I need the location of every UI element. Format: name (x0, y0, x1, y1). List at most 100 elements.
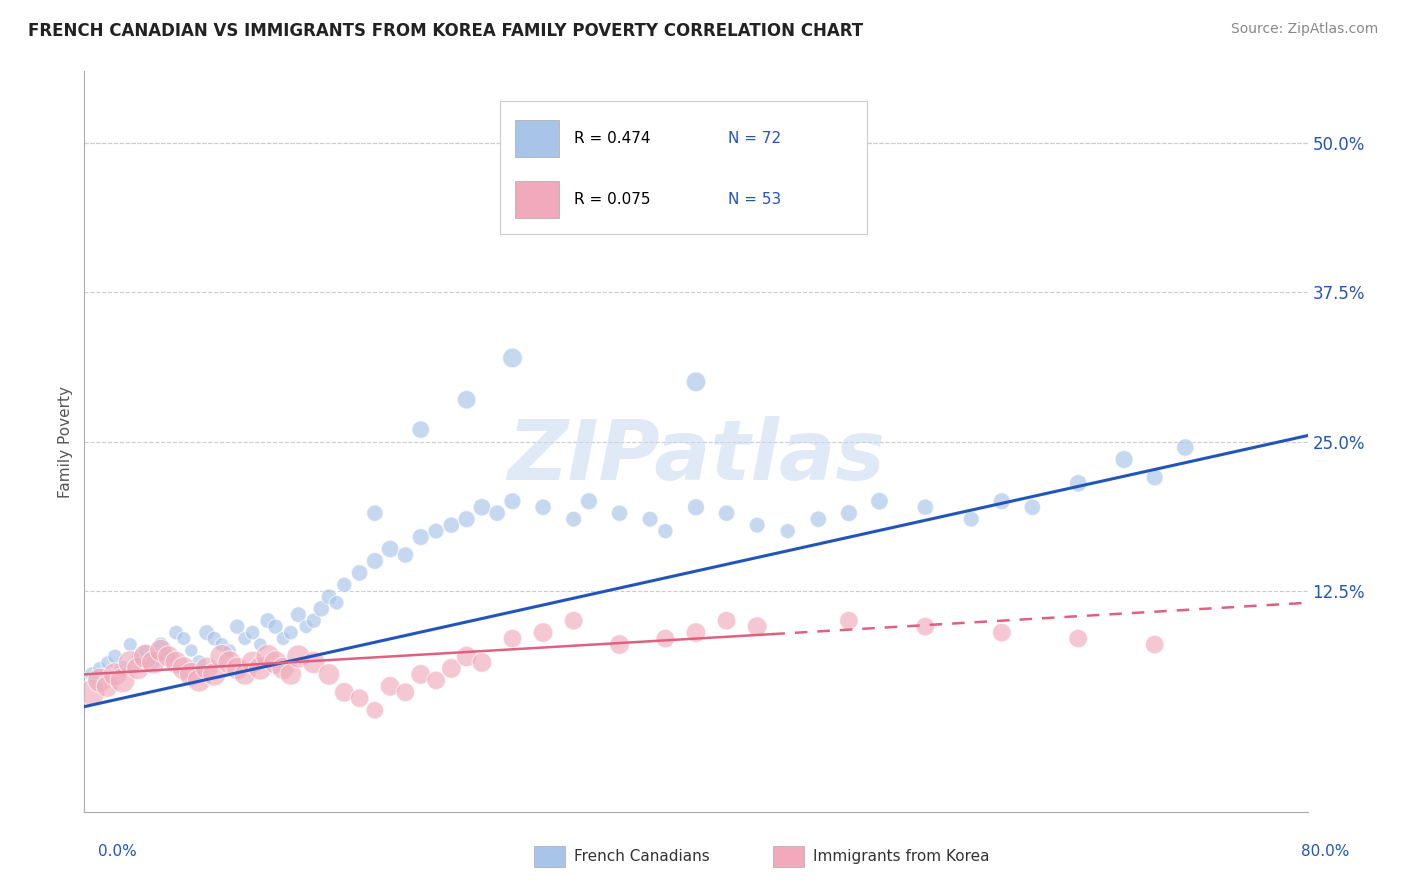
Point (249, 661, 271, 675)
Point (349, 691, 371, 706)
Point (242, 625, 264, 640)
Point (111, 673, 134, 688)
Point (233, 632, 256, 646)
Point (295, 620, 318, 634)
Point (333, 578, 356, 592)
Point (165, 656, 187, 670)
Point (218, 643, 240, 657)
Point (394, 548, 416, 562)
Point (157, 649, 180, 664)
Point (264, 656, 287, 670)
Point (173, 661, 195, 675)
Point (502, 351, 524, 365)
Y-axis label: Family Poverty: Family Poverty (58, 385, 73, 498)
Point (562, 512, 585, 526)
Point (104, 667, 127, 681)
Point (1174, 441, 1197, 455)
Point (609, 506, 631, 520)
Point (211, 638, 233, 652)
Point (127, 649, 149, 664)
Point (318, 590, 340, 604)
Point (127, 661, 149, 675)
Text: Immigrants from Korea: Immigrants from Korea (813, 849, 990, 863)
Point (80, 685, 103, 699)
Point (716, 506, 738, 520)
Point (180, 643, 202, 657)
Point (96, 656, 118, 670)
Point (456, 512, 478, 526)
Point (531, 500, 554, 515)
Point (654, 524, 676, 538)
Point (685, 500, 707, 515)
Point (440, 518, 463, 533)
Point (578, 494, 600, 508)
Point (195, 625, 218, 640)
Point (226, 661, 249, 675)
Point (104, 649, 127, 664)
Point (914, 500, 936, 515)
Point (157, 649, 180, 664)
Point (202, 632, 225, 646)
Point (89, 661, 111, 675)
Point (425, 524, 447, 538)
Point (409, 667, 432, 681)
Point (685, 375, 707, 389)
Point (991, 494, 1014, 508)
Point (747, 518, 769, 533)
Point (173, 632, 195, 646)
Point (471, 500, 494, 515)
Point (249, 638, 271, 652)
Point (486, 506, 509, 520)
Point (226, 620, 249, 634)
Point (211, 649, 233, 664)
Point (716, 614, 738, 628)
Point (1143, 638, 1166, 652)
Point (776, 524, 799, 538)
Point (380, 679, 402, 693)
Point (440, 661, 463, 675)
Point (1143, 470, 1166, 484)
Text: 80.0%: 80.0% (1302, 845, 1350, 859)
Point (409, 530, 432, 544)
Point (264, 620, 287, 634)
Point (502, 494, 524, 508)
Text: FRENCH CANADIAN VS IMMIGRANTS FROM KOREA FAMILY POVERTY CORRELATION CHART: FRENCH CANADIAN VS IMMIGRANTS FROM KOREA… (28, 22, 863, 40)
Point (325, 596, 347, 610)
Point (202, 667, 225, 681)
Point (333, 685, 356, 699)
Point (142, 656, 165, 670)
Point (142, 656, 165, 670)
Point (960, 512, 983, 526)
Point (302, 656, 325, 670)
Point (609, 638, 631, 652)
Point (1021, 500, 1043, 515)
Point (456, 649, 478, 664)
Point (149, 638, 172, 652)
Point (807, 512, 830, 526)
Point (1067, 476, 1090, 491)
Point (562, 614, 585, 628)
Point (180, 667, 202, 681)
Point (280, 667, 302, 681)
Point (1114, 452, 1136, 467)
Point (120, 656, 142, 670)
Point (838, 614, 860, 628)
Point (242, 656, 264, 670)
Point (257, 649, 280, 664)
Point (188, 673, 211, 688)
Point (685, 625, 707, 640)
Text: French Canadians: French Canadians (574, 849, 710, 863)
Point (638, 512, 661, 526)
Point (111, 661, 134, 675)
Point (409, 423, 432, 437)
Point (271, 661, 294, 675)
Point (502, 632, 524, 646)
Point (654, 632, 676, 646)
Point (311, 601, 333, 615)
Point (364, 506, 387, 520)
Point (120, 638, 142, 652)
Point (991, 625, 1014, 640)
Point (531, 625, 554, 640)
Point (471, 656, 494, 670)
Point (364, 554, 387, 568)
